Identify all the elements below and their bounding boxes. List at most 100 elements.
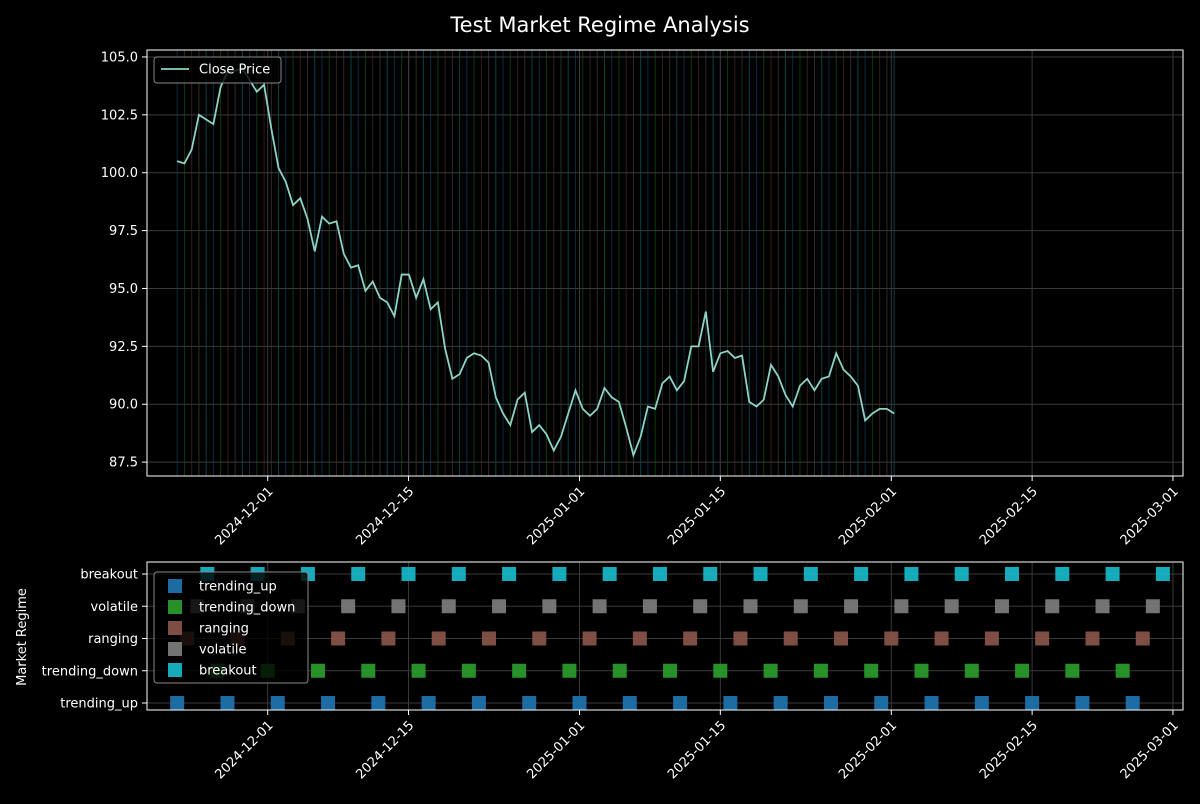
regime-y-tick-label: ranging — [88, 632, 138, 647]
regime-marker-ranging — [381, 631, 396, 646]
regime-legend-swatch-volatile — [168, 642, 182, 656]
regime-marker-volatile — [441, 599, 456, 614]
regime-marker-volatile — [743, 599, 758, 614]
regime-y-tick-label: trending_up — [60, 697, 138, 712]
regime-marker-breakout — [954, 567, 969, 581]
regime-axes-frame — [146, 561, 1184, 711]
regime-marker-volatile — [994, 599, 1009, 614]
regime-marker-trending_down — [411, 663, 426, 678]
regime-marker-trending_up — [1025, 696, 1040, 710]
regime-marker-ranging — [1085, 631, 1100, 646]
regime-marker-ranging — [481, 631, 496, 646]
regime-marker-ranging — [984, 631, 999, 646]
regime-marker-breakout — [1055, 567, 1070, 581]
regime-marker-volatile — [693, 599, 708, 614]
close-price-line — [176, 67, 895, 459]
regime-marker-trending_up — [1125, 696, 1140, 710]
regime-marker-trending_up — [220, 696, 235, 710]
regime-marker-trending_down — [914, 663, 929, 678]
regime-marker-ranging — [834, 631, 849, 646]
regime-legend-swatch-trending_down — [168, 600, 182, 614]
regime-marker-trending_down — [964, 663, 979, 678]
regime-marker-trending_up — [270, 696, 285, 710]
regime-y-axis-label: Market Regime — [15, 588, 30, 686]
price-axes-frame — [146, 49, 1184, 477]
regime-marker-trending_up — [924, 696, 939, 710]
regime-marker-trending_up — [974, 696, 989, 710]
regime-marker-breakout — [602, 567, 617, 581]
regime-marker-trending_down — [1015, 663, 1030, 678]
regime-marker-ranging — [733, 631, 748, 646]
price-grid — [147, 50, 1183, 476]
regime-marker-ranging — [632, 631, 647, 646]
regime-marker-volatile — [1045, 599, 1060, 614]
regime-marker-breakout — [753, 567, 768, 581]
regime-marker-breakout — [552, 567, 567, 581]
price-y-tick-label: 105.0 — [101, 50, 138, 65]
price-regime-bands — [176, 50, 895, 476]
regime-marker-trending_up — [823, 696, 838, 710]
regime-marker-trending_up — [622, 696, 637, 710]
regime-marker-ranging — [783, 631, 798, 646]
regime-marker-volatile — [341, 599, 356, 614]
regime-marker-volatile — [894, 599, 909, 614]
regime-marker-trending_down — [310, 663, 325, 678]
regime-marker-trending_down — [713, 663, 728, 678]
regime-marker-trending_up — [874, 696, 889, 710]
regime-marker-trending_down — [1115, 663, 1130, 678]
regime-marker-trending_down — [813, 663, 828, 678]
regime-marker-trending_up — [673, 696, 688, 710]
regime-marker-trending_down — [663, 663, 678, 678]
regime-marker-volatile — [1145, 599, 1160, 614]
regime-marker-breakout — [451, 567, 466, 581]
regime-marker-breakout — [401, 567, 416, 581]
regime-marker-ranging — [884, 631, 899, 646]
regime-marker-breakout — [652, 567, 667, 581]
regime-marker-trending_up — [471, 696, 486, 710]
regime-legend-label-breakout: breakout — [199, 664, 257, 679]
price-y-tick-label: 92.5 — [109, 340, 138, 355]
price-y-tick-label: 100.0 — [101, 166, 138, 181]
regime-marker-volatile — [1095, 599, 1110, 614]
regime-marker-trending_up — [773, 696, 788, 710]
price-y-tick-label: 90.0 — [109, 398, 138, 413]
price-legend-box — [153, 56, 282, 84]
regime-y-tick-label: volatile — [90, 600, 138, 615]
regime-marker-breakout — [803, 567, 818, 581]
regime-marker-trending_up — [1075, 696, 1090, 710]
regime-marker-trending_up — [723, 696, 738, 710]
regime-legend-label-volatile: volatile — [199, 643, 247, 658]
regime-marker-trending_up — [421, 696, 436, 710]
regime-marker-trending_down — [512, 663, 527, 678]
regime-marker-ranging — [582, 631, 597, 646]
regime-marker-trending_down — [562, 663, 577, 678]
regime-marker-trending_down — [864, 663, 879, 678]
regime-legend-box — [153, 571, 309, 684]
regime-y-tick-label: trending_down — [42, 664, 138, 679]
regime-marker-trending_up — [572, 696, 587, 710]
regime-marker-trending_down — [763, 663, 778, 678]
regime-marker-breakout — [1155, 567, 1170, 581]
regime-marker-trending_up — [522, 696, 537, 710]
regime-marker-ranging — [331, 631, 346, 646]
regime-marker-volatile — [391, 599, 406, 614]
regime-marker-breakout — [1105, 567, 1120, 581]
price-y-tick-label: 95.0 — [109, 282, 138, 297]
regime-legend-swatch-ranging — [168, 621, 182, 635]
regime-marker-volatile — [542, 599, 557, 614]
regime-marker-ranging — [934, 631, 949, 646]
regime-marker-ranging — [1135, 631, 1150, 646]
regime-legend-swatch-trending_up — [168, 579, 182, 593]
regime-marker-volatile — [944, 599, 959, 614]
regime-legend-label-trending_up: trending_up — [199, 580, 277, 595]
regime-legend-label-ranging: ranging — [199, 622, 249, 637]
price-y-tick-label: 97.5 — [109, 224, 138, 239]
regime-marker-breakout — [904, 567, 919, 581]
price-y-tick-label: 102.5 — [101, 108, 138, 123]
price-y-tick-label: 87.5 — [109, 456, 138, 471]
regime-marker-trending_up — [170, 696, 185, 710]
